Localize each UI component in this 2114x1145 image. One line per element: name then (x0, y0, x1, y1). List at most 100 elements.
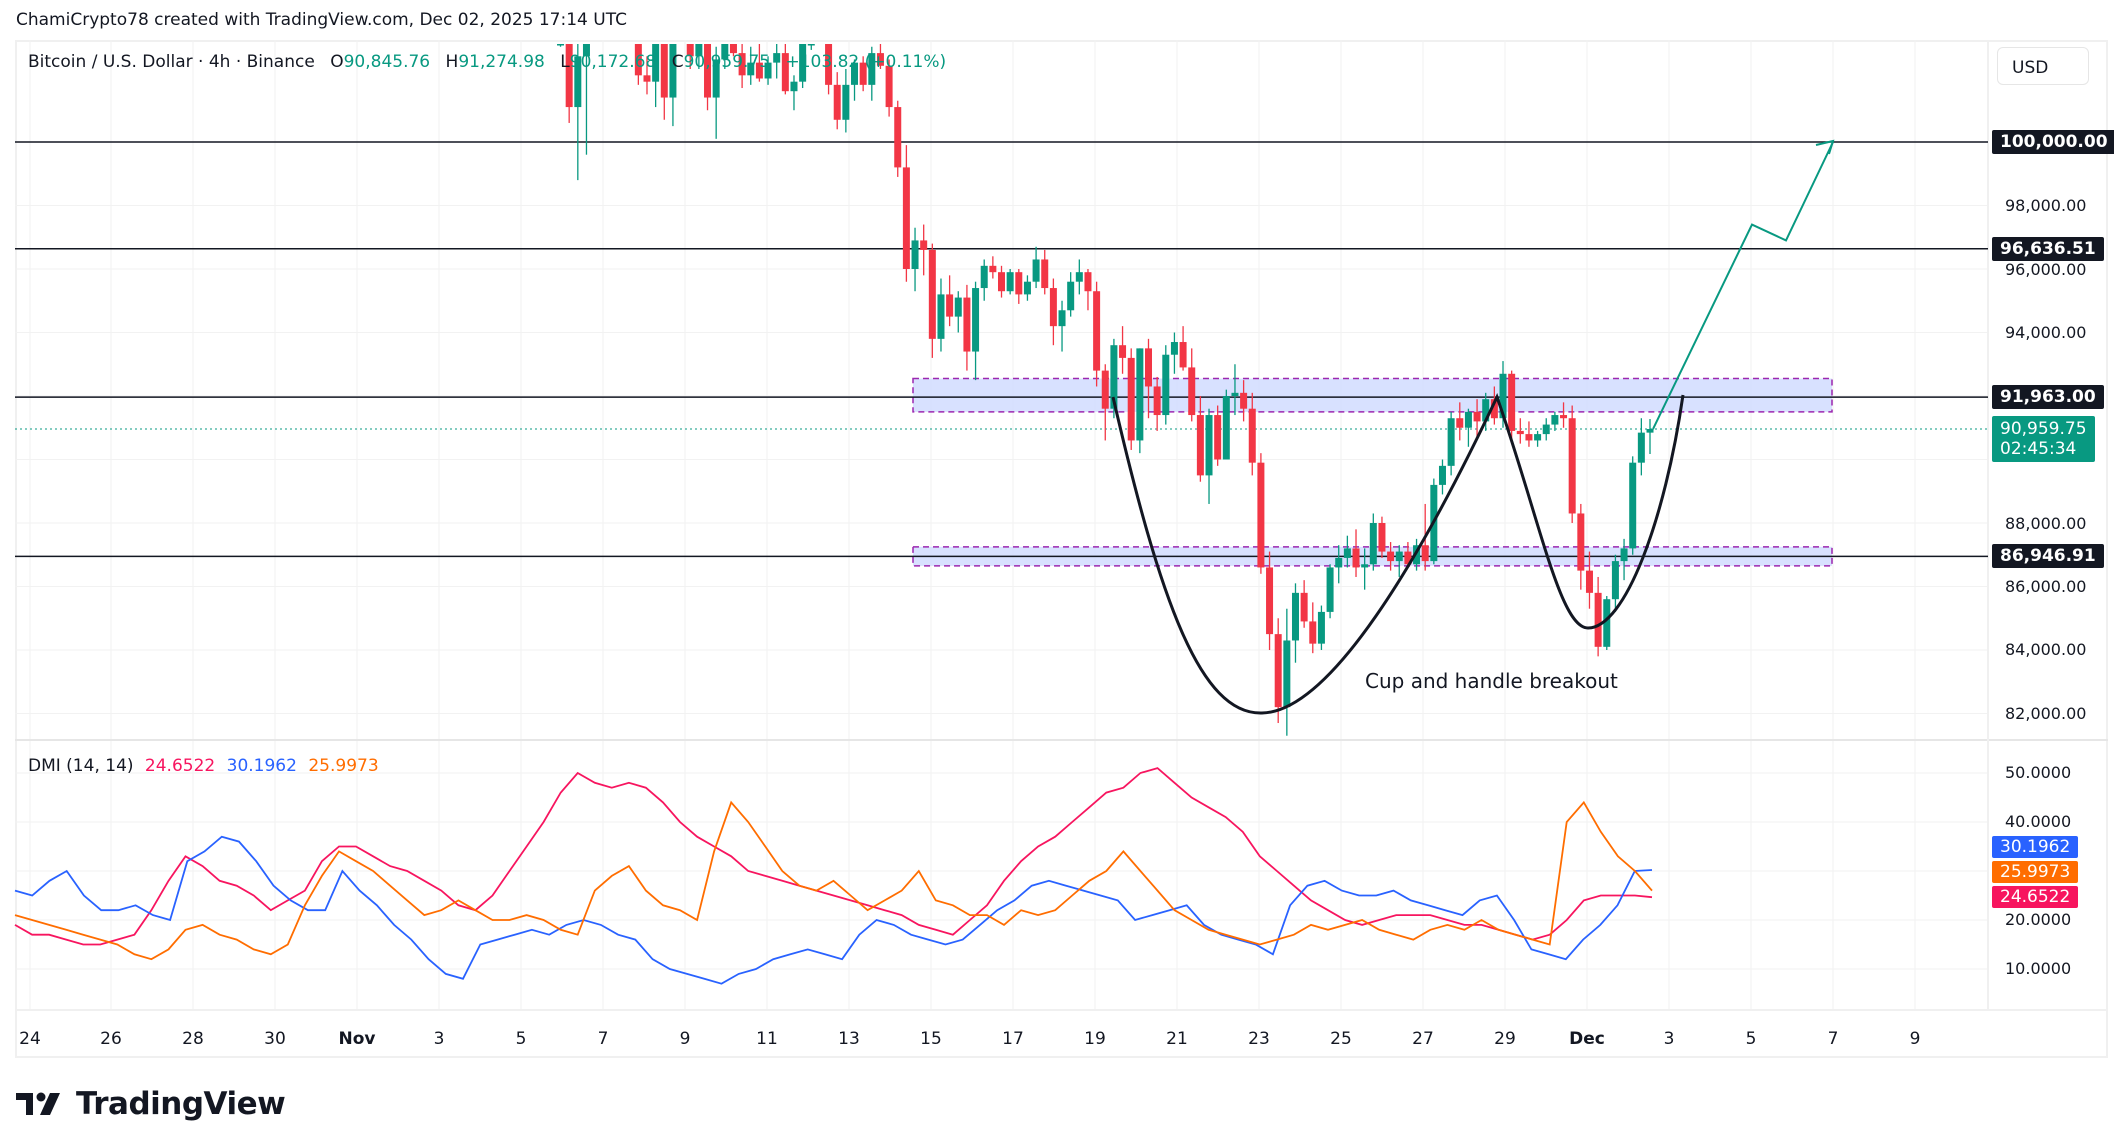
candle-body (1620, 548, 1628, 562)
candle-body (1378, 523, 1386, 552)
candle-body (764, 62, 772, 79)
candle-body (1110, 345, 1118, 409)
candle-body (1153, 386, 1161, 416)
date-tick: 28 (182, 1029, 204, 1049)
candle-body (980, 265, 988, 289)
candle-body (1499, 373, 1507, 419)
candle-body (1257, 462, 1265, 568)
candle-body (1525, 434, 1533, 441)
date-tick: 26 (100, 1029, 122, 1049)
date-tick: 25 (1330, 1029, 1352, 1049)
date-tick: 11 (756, 1029, 778, 1049)
candle-body (972, 288, 980, 352)
candle-body (1144, 348, 1152, 387)
zone-resistance (912, 377, 1833, 413)
dmi-legend: DMI (14, 14) 24.6522 30.1962 25.9973 (28, 756, 379, 776)
candle-body (946, 294, 954, 317)
candle-body (582, 44, 590, 57)
candle-body (1585, 570, 1593, 593)
low-value: 90,172.68 (569, 52, 657, 72)
price-tick: 84,000.00 (2005, 640, 2087, 659)
dmi-line-plusdi (14, 835, 1653, 985)
candle-body (1283, 640, 1291, 708)
candle-body (1240, 392, 1248, 409)
candle-body (1646, 429, 1654, 433)
candle-body (1179, 342, 1187, 368)
candle-body (1136, 348, 1144, 441)
projection-arrowhead (1815, 139, 1835, 155)
candle-body (920, 240, 928, 250)
candle-body (1300, 592, 1308, 622)
level-tag-86946: 86,946.91 (1992, 544, 2104, 568)
candle-body (894, 107, 902, 168)
high-label: H (445, 52, 459, 72)
level-tag-100000: 100,000.00 (1992, 130, 2114, 154)
dmi-tick: 10.0000 (2005, 959, 2072, 978)
candle-body (634, 44, 642, 76)
candle-body (911, 240, 919, 269)
candle-body (1438, 465, 1446, 485)
chart-credit: ChamiCrypto78 created with TradingView.c… (16, 10, 627, 30)
open-label: O (330, 52, 344, 72)
candle-body (825, 44, 833, 85)
candle-body (695, 44, 703, 57)
dmi-adx-value: 24.6522 (144, 756, 216, 776)
bar-countdown: 02:45:34 (2000, 439, 2077, 459)
last-price-tag: 90,959.75 02:45:34 (1992, 416, 2095, 462)
candle-body (781, 53, 789, 92)
candle-body (1006, 272, 1014, 292)
tradingview-logo[interactable]: TradingView (16, 1086, 286, 1122)
chart-frame (15, 40, 2108, 1058)
candle-body (729, 44, 737, 54)
candle-body (712, 59, 720, 98)
candle-body (1188, 367, 1196, 416)
candle-body (1568, 418, 1576, 514)
candle-body (868, 53, 876, 85)
candle-body (1170, 342, 1178, 355)
close-label: C (671, 52, 684, 72)
candle-body (1447, 418, 1455, 466)
low-label: L (560, 52, 570, 72)
candle-body (1291, 592, 1299, 641)
candle-body (1352, 548, 1360, 568)
candle-body (928, 249, 936, 339)
dmi-plus-di-tag: 30.1962 (1992, 836, 2079, 858)
date-tick: 7 (597, 1029, 609, 1049)
candle-body (738, 53, 746, 76)
date-tick: Dec (1569, 1029, 1605, 1049)
candle-body (1404, 551, 1412, 565)
date-tick: 3 (433, 1029, 445, 1049)
dmi-title[interactable]: DMI (14, 14) (28, 756, 134, 776)
projection-path (1652, 141, 1834, 430)
candle-body (807, 44, 815, 46)
symbol-name[interactable]: Bitcoin / U.S. Dollar · 4h · Binance (28, 52, 315, 72)
candle-body (1421, 545, 1429, 562)
candle-body (1508, 373, 1516, 431)
date-tick: 15 (920, 1029, 942, 1049)
candle-body (1594, 592, 1602, 647)
dmi-tick: 20.0000 (2005, 910, 2072, 929)
candle-body (954, 297, 962, 317)
candle-body (1222, 396, 1230, 460)
candle-body (1611, 561, 1619, 600)
candle-body (1456, 418, 1464, 428)
candle-body (557, 44, 565, 46)
candle-body (876, 53, 884, 66)
price-tick: 88,000.00 (2005, 514, 2087, 533)
dmi-minus-di-value: 25.9973 (308, 756, 379, 776)
candle-body (998, 272, 1006, 292)
candle-body (1023, 281, 1031, 295)
price-tick: 96,000.00 (2005, 260, 2087, 279)
candle-body (1335, 557, 1343, 568)
candle-body (755, 62, 763, 79)
candle-body (1464, 411, 1472, 428)
candle-body (1049, 288, 1057, 327)
date-tick: 24 (19, 1029, 41, 1049)
candle-body (1516, 430, 1524, 435)
candle-body (790, 81, 798, 92)
dmi-tick: 50.0000 (2005, 763, 2072, 782)
candle-body (1482, 399, 1490, 422)
currency-button[interactable]: USD (1997, 47, 2089, 85)
candle-body (859, 62, 867, 85)
